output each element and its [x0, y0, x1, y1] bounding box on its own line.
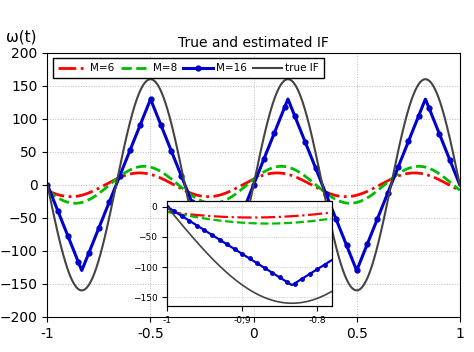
- Legend: M=6, M=8, M=16, true IF: M=6, M=8, M=16, true IF: [53, 58, 324, 78]
- M=6: [445, 182, 451, 187]
- true IF: [446, 130, 451, 134]
- Title: True and estimated IF: True and estimated IF: [178, 36, 329, 50]
- true IF: [45, 183, 50, 187]
- M=8: [210, 201, 216, 205]
- M=6: [370, 187, 375, 191]
- true IF: [370, 262, 375, 266]
- M=6: [274, 171, 280, 175]
- Line: M=8: M=8: [47, 166, 460, 203]
- true IF: [234, 254, 240, 259]
- Text: ω(t): ω(t): [6, 30, 36, 45]
- M=16: [285, 97, 291, 101]
- Line: M=6: M=6: [47, 173, 460, 197]
- M=6: [446, 182, 451, 187]
- M=6: [205, 195, 211, 199]
- M=8: [235, 190, 240, 195]
- M=8: [446, 178, 451, 183]
- true IF: [285, 77, 291, 81]
- M=16: [446, 154, 451, 158]
- M=16: [445, 153, 451, 158]
- M=16: [370, 229, 375, 233]
- M=8: [246, 182, 251, 186]
- M=8: [445, 178, 451, 183]
- M=16: [217, 269, 222, 273]
- M=6: [45, 188, 50, 193]
- M=8: [457, 188, 463, 193]
- M=6: [245, 180, 251, 184]
- M=16: [245, 196, 251, 201]
- M=16: [234, 224, 240, 228]
- M=16: [457, 183, 463, 187]
- true IF: [217, 288, 222, 293]
- M=6: [234, 186, 240, 190]
- M=8: [370, 192, 375, 196]
- M=8: [45, 188, 50, 193]
- true IF: [457, 183, 463, 187]
- M=8: [141, 164, 147, 169]
- true IF: [445, 128, 451, 133]
- true IF: [245, 209, 251, 213]
- M=6: [65, 195, 71, 199]
- Line: true IF: true IF: [47, 79, 460, 290]
- M=16: [45, 183, 50, 187]
- M=6: [457, 188, 463, 193]
- M=8: [65, 200, 71, 205]
- true IF: [65, 269, 71, 274]
- Line: M=16: M=16: [45, 96, 462, 273]
- M=16: [65, 235, 71, 239]
